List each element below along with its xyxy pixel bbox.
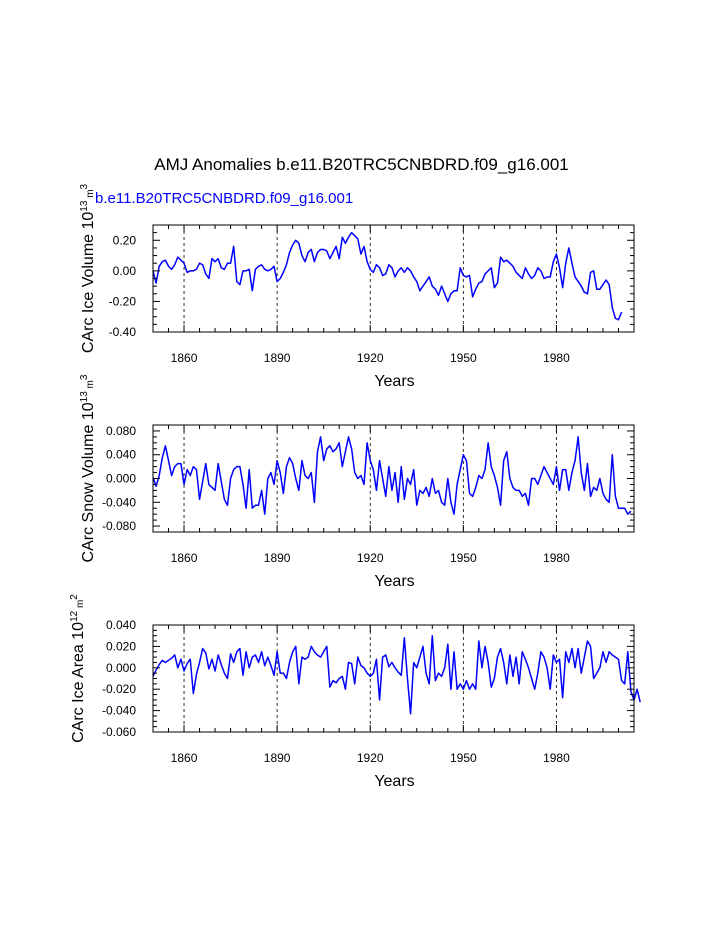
y-tick-label: -0.040 xyxy=(102,704,136,718)
ice-area-panel: 1860 1890 1920 1950 1980 -0.060 -0.040 -0.020 0.… xyxy=(69,594,641,790)
series-line xyxy=(152,436,632,515)
series-line xyxy=(152,634,641,715)
series-line xyxy=(152,231,623,321)
x-tick-label: 1860 xyxy=(171,751,198,765)
x-tick-label: 1950 xyxy=(450,551,477,565)
y-tick-label: -0.040 xyxy=(102,495,136,509)
snow-volume-panel: 1860 1890 1920 1950 1980 -0.080 -0.040 0.000 0.0… xyxy=(79,374,635,590)
x-tick-label: 1950 xyxy=(450,351,477,365)
plot-frame xyxy=(152,624,635,733)
y-tick-label: 0.080 xyxy=(106,424,136,438)
x-tick-label: 1860 xyxy=(171,351,198,365)
y-axis-label: CArc Snow Volume 1013 m3 xyxy=(79,374,97,562)
x-axis-label: Years xyxy=(374,773,414,790)
x-axis-label: Years xyxy=(374,373,414,390)
y-tick-label: 0.040 xyxy=(106,448,136,462)
x-tick-label: 1920 xyxy=(357,351,384,365)
y-tick-label: -0.060 xyxy=(102,725,136,739)
y-tick-label: 0.00 xyxy=(113,264,137,278)
y-axis-label: CArc Ice Volume 1013 m3 xyxy=(79,183,97,353)
x-tick-label: 1890 xyxy=(264,551,291,565)
y-tick-label: -0.080 xyxy=(102,519,136,533)
x-tick-label: 1890 xyxy=(264,351,291,365)
x-tick-label: 1890 xyxy=(264,751,291,765)
x-tick-label: 1980 xyxy=(543,751,570,765)
y-axis-label: CArc Ice Area 1012 m2 xyxy=(69,594,87,743)
figure-title: AMJ Anomalies b.e11.B20TRC5CNBDRD.f09_g1… xyxy=(154,155,569,174)
x-tick-label: 1920 xyxy=(357,751,384,765)
x-tick-label: 1920 xyxy=(357,551,384,565)
y-tick-label: -0.40 xyxy=(109,325,137,339)
y-tick-label: 0.000 xyxy=(106,661,136,675)
series-case-label: b.e11.B20TRC5CNBDRD.f09_g16.001 xyxy=(95,190,354,207)
x-tick-label: 1860 xyxy=(171,551,198,565)
x-tick-label: 1980 xyxy=(543,551,570,565)
y-tick-label: 0.040 xyxy=(106,618,136,632)
y-tick-label: -0.20 xyxy=(109,294,137,308)
y-tick-label: 0.020 xyxy=(106,639,136,653)
x-tick-label: 1980 xyxy=(543,351,570,365)
x-axis-label: Years xyxy=(374,573,414,590)
y-tick-label: 0.20 xyxy=(113,233,137,247)
y-tick-label: -0.020 xyxy=(102,682,136,696)
y-tick-label: 0.000 xyxy=(106,472,136,486)
x-tick-label: 1950 xyxy=(450,751,477,765)
ice-volume-panel: 1860 1890 1920 1950 1980 -0.40 -0.20 0.00 0.20 Ye… xyxy=(79,183,635,390)
